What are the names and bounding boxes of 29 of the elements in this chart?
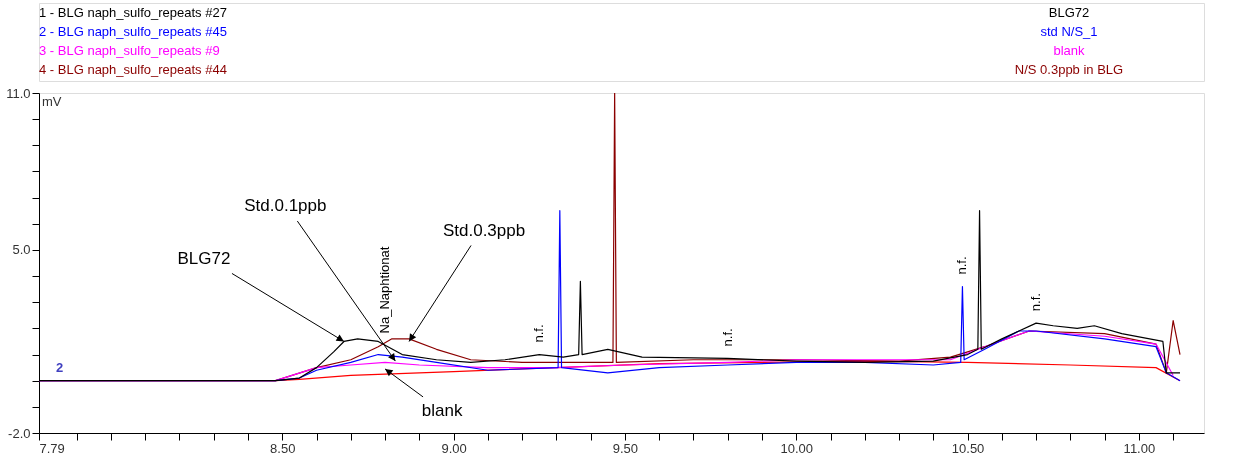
annotation: n.f.: [719, 328, 735, 347]
y-tick-label: -2.0: [8, 425, 31, 441]
x-tick-label: 9.50: [612, 440, 639, 456]
text: BLG72: [1048, 5, 1090, 20]
text: 2 - BLG naph_sulfo_repeats #45: [39, 24, 227, 39]
annotation: Na_Naphtionat: [377, 246, 393, 334]
text: 1 - BLG naph_sulfo_repeats #27: [39, 5, 227, 20]
annotation: blank: [421, 400, 463, 420]
annotation: 2: [55, 359, 64, 375]
annotation: BLG72: [177, 249, 231, 269]
text: N/S 0.3ppb in BLG: [1014, 62, 1124, 77]
x-tick-label: 10.00: [780, 440, 814, 456]
annotation: n.f.: [1028, 293, 1044, 312]
annotation: Std.0.1ppb: [244, 196, 327, 216]
annotation: Std.0.3ppb: [442, 221, 526, 241]
x-tick-label: 8.50: [270, 440, 296, 456]
x-tick-label: 10.50: [951, 440, 985, 456]
x-tick-label: 9.00: [441, 440, 467, 456]
x-tick-label: 11.00: [1123, 440, 1156, 456]
annotation: n.f.: [954, 256, 970, 275]
y-tick-label: 5.0: [12, 242, 31, 258]
x-tick-label: 7.79: [39, 440, 65, 456]
text: blank: [1053, 43, 1086, 58]
text: 4 - BLG naph_sulfo_repeats #44: [39, 62, 227, 77]
y-tick-label: 11.0: [6, 85, 31, 101]
text: 3 - BLG naph_sulfo_repeats #9: [39, 43, 220, 58]
annotation: n.f.: [531, 324, 547, 343]
y-axis-title: mV: [42, 94, 62, 109]
text: std N/S_1: [1040, 24, 1098, 39]
